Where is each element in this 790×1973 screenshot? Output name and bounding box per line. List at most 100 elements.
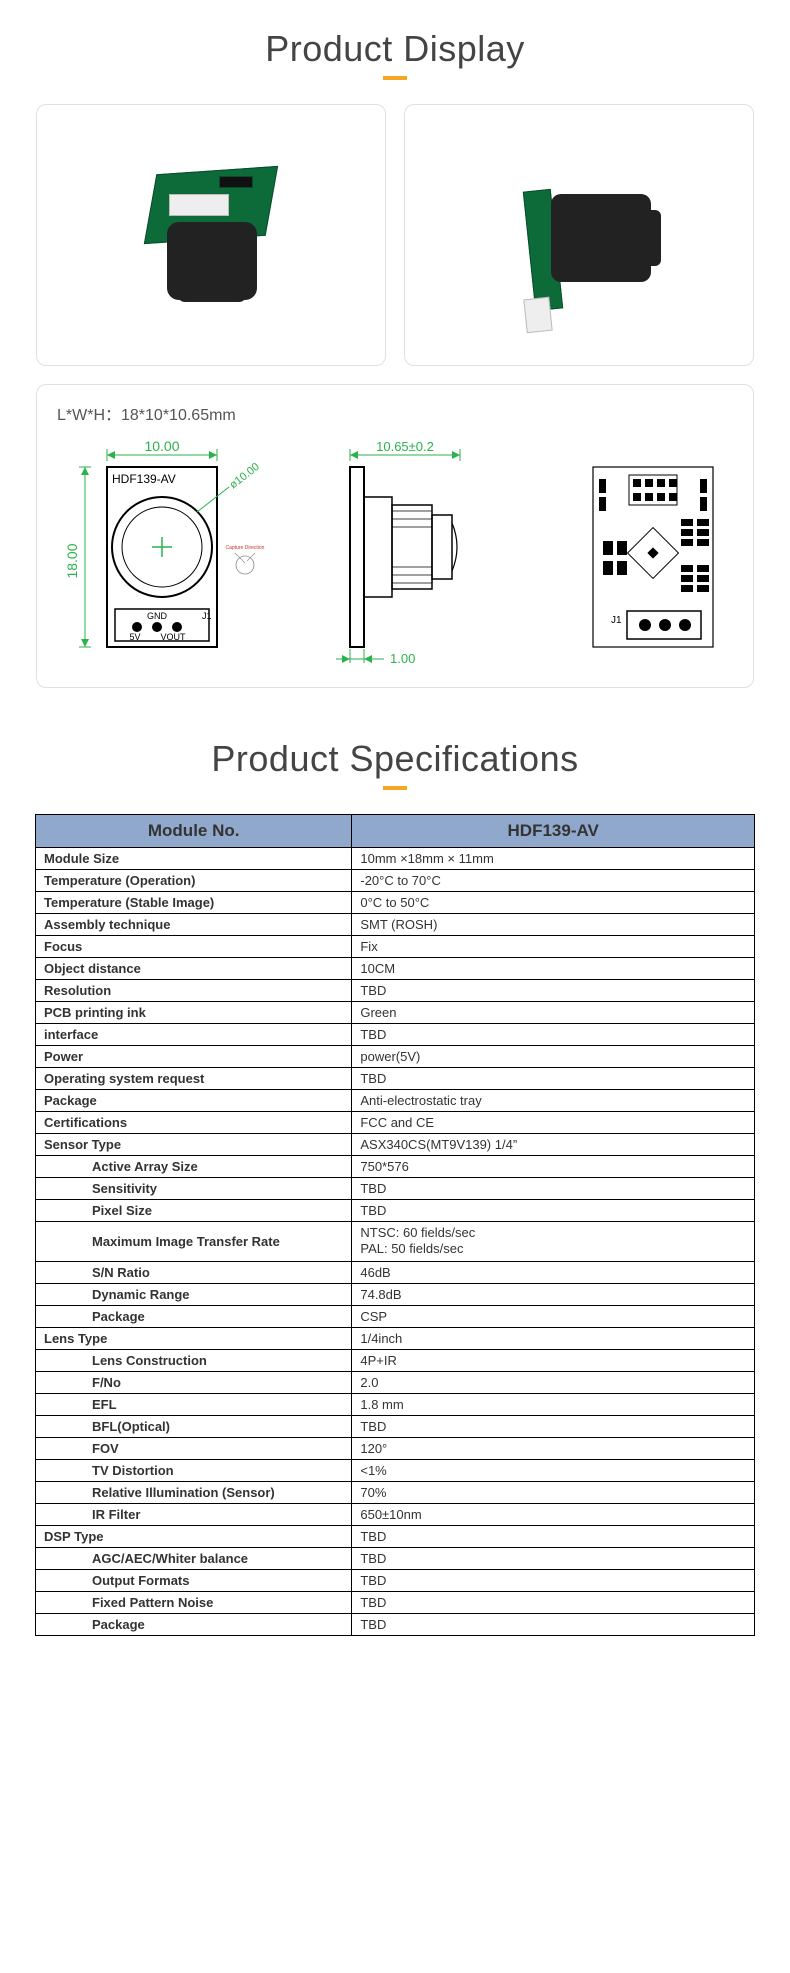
- spec-label: IR Filter: [36, 1503, 352, 1525]
- spec-label: Lens Type: [36, 1327, 352, 1349]
- table-row: IR Filter650±10nm: [36, 1503, 755, 1525]
- spec-label: Sensor Type: [36, 1134, 352, 1156]
- table-row: PackageAnti-electrostatic tray: [36, 1090, 755, 1112]
- spec-label: Package: [36, 1090, 352, 1112]
- spec-value: ASX340CS(MT9V139) 1/4”: [352, 1134, 755, 1156]
- spec-label: EFL: [36, 1393, 352, 1415]
- spec-label: Resolution: [36, 980, 352, 1002]
- pin-5v-label: 5V: [129, 632, 140, 642]
- detail-callout: Capture Direction: [226, 545, 265, 551]
- spec-value: CSP: [352, 1305, 755, 1327]
- spec-value: TBD: [352, 980, 755, 1002]
- header-module-no: Module No.: [36, 815, 352, 848]
- spec-label: Temperature (Operation): [36, 870, 352, 892]
- spec-value: Fix: [352, 936, 755, 958]
- spec-label: Certifications: [36, 1112, 352, 1134]
- lens-diameter-text: ø10.00: [227, 461, 261, 492]
- spec-label: Dynamic Range: [36, 1283, 352, 1305]
- spec-value: 10mm ×18mm × 11mm: [352, 848, 755, 870]
- height-dim-text: 18.00: [64, 543, 80, 578]
- spec-label: Operating system request: [36, 1068, 352, 1090]
- spec-label: BFL(Optical): [36, 1415, 352, 1437]
- spec-value: 120°: [352, 1437, 755, 1459]
- table-row: Temperature (Operation)-20°C to 70°C: [36, 870, 755, 892]
- spec-value: Green: [352, 1002, 755, 1024]
- spec-label: Output Formats: [36, 1569, 352, 1591]
- spec-value: 10CM: [352, 958, 755, 980]
- spec-label: PCB printing ink: [36, 1002, 352, 1024]
- spec-label: Power: [36, 1046, 352, 1068]
- table-row: Maximum Image Transfer RateNTSC: 60 fiel…: [36, 1222, 755, 1262]
- spec-value: TBD: [352, 1613, 755, 1635]
- table-header-row: Module No. HDF139-AV: [36, 815, 755, 848]
- spec-label: Object distance: [36, 958, 352, 980]
- table-row: Sensor TypeASX340CS(MT9V139) 1/4”: [36, 1134, 755, 1156]
- section-title-display: Product Display: [0, 28, 790, 70]
- j1-back-label: J1: [611, 615, 622, 626]
- spec-value: 1/4inch: [352, 1327, 755, 1349]
- spec-value: 1.8 mm: [352, 1393, 755, 1415]
- product-photo-1: [36, 104, 386, 366]
- spec-value: NTSC: 60 fields/sec PAL: 50 fields/sec: [352, 1222, 755, 1262]
- spec-value: 650±10nm: [352, 1503, 755, 1525]
- product-photo-2: [404, 104, 754, 366]
- spec-value: 750*576: [352, 1156, 755, 1178]
- spec-label: Focus: [36, 936, 352, 958]
- table-row: ResolutionTBD: [36, 980, 755, 1002]
- table-row: Output FormatsTBD: [36, 1569, 755, 1591]
- spec-label: S/N Ratio: [36, 1261, 352, 1283]
- spec-label: Temperature (Stable Image): [36, 892, 352, 914]
- table-row: Module Size10mm ×18mm × 11mm: [36, 848, 755, 870]
- spec-label: Relative Illumination (Sensor): [36, 1481, 352, 1503]
- spec-label: Maximum Image Transfer Rate: [36, 1222, 352, 1262]
- spec-label: Module Size: [36, 848, 352, 870]
- product-photo-row: [0, 104, 790, 366]
- spec-label: F/No: [36, 1371, 352, 1393]
- table-row: FocusFix: [36, 936, 755, 958]
- table-row: Lens Construction4P+IR: [36, 1349, 755, 1371]
- spec-value: 46dB: [352, 1261, 755, 1283]
- table-row: Lens Type1/4inch: [36, 1327, 755, 1349]
- header-model: HDF139-AV: [352, 815, 755, 848]
- base-dim-text: 1.00: [390, 651, 415, 666]
- spec-value: TBD: [352, 1525, 755, 1547]
- spec-value: 0°C to 50°C: [352, 892, 755, 914]
- spec-label: Package: [36, 1305, 352, 1327]
- spec-label: Fixed Pattern Noise: [36, 1591, 352, 1613]
- table-row: Fixed Pattern NoiseTBD: [36, 1591, 755, 1613]
- spec-value: TBD: [352, 1178, 755, 1200]
- table-row: F/No2.0: [36, 1371, 755, 1393]
- table-row: Temperature (Stable Image)0°C to 50°C: [36, 892, 755, 914]
- section-title-specs: Product Specifications: [0, 738, 790, 780]
- product-image-placeholder: [121, 160, 301, 310]
- spec-value: TBD: [352, 1200, 755, 1222]
- spec-value: Anti-electrostatic tray: [352, 1090, 755, 1112]
- spec-label: DSP Type: [36, 1525, 352, 1547]
- table-row: Powerpower(5V): [36, 1046, 755, 1068]
- spec-value: SMT (ROSH): [352, 914, 755, 936]
- model-label: HDF139-AV: [112, 472, 176, 486]
- spec-label: Assembly technique: [36, 914, 352, 936]
- dimension-diagram-card: L*W*H：18*10*10.65mm 10.00 18.00 HDF139-A…: [36, 384, 754, 688]
- table-row: Active Array Size750*576: [36, 1156, 755, 1178]
- dimension-label: L*W*H：18*10*10.65mm: [57, 401, 733, 425]
- width-dim-text: 10.00: [144, 438, 179, 454]
- table-row: AGC/AEC/Whiter balanceTBD: [36, 1547, 755, 1569]
- spec-label: Sensitivity: [36, 1178, 352, 1200]
- table-row: BFL(Optical)TBD: [36, 1415, 755, 1437]
- spec-label: Pixel Size: [36, 1200, 352, 1222]
- table-row: Assembly techniqueSMT (ROSH): [36, 914, 755, 936]
- spec-value: <1%: [352, 1459, 755, 1481]
- back-view-diagram: J1: [573, 437, 733, 667]
- table-row: Operating system requestTBD: [36, 1068, 755, 1090]
- table-row: interfaceTBD: [36, 1024, 755, 1046]
- spec-value: TBD: [352, 1415, 755, 1437]
- table-row: SensitivityTBD: [36, 1178, 755, 1200]
- table-row: CertificationsFCC and CE: [36, 1112, 755, 1134]
- spec-label: FOV: [36, 1437, 352, 1459]
- spec-value: FCC and CE: [352, 1112, 755, 1134]
- table-row: Dynamic Range74.8dB: [36, 1283, 755, 1305]
- front-view-diagram: 10.00 18.00 HDF139-AV ø10.00: [57, 437, 257, 667]
- spec-label: interface: [36, 1024, 352, 1046]
- table-row: Object distance10CM: [36, 958, 755, 980]
